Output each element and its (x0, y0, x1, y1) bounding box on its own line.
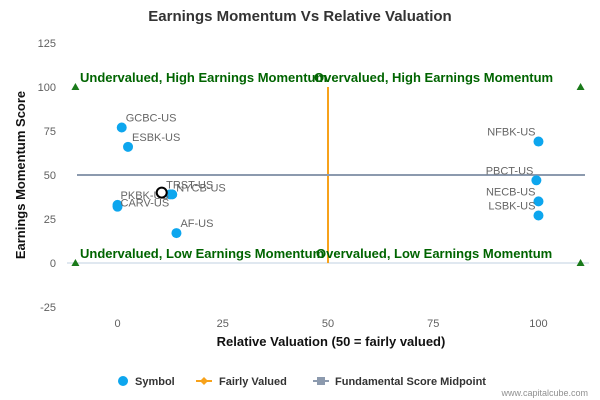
data-point[interactable] (171, 228, 182, 239)
x-axis-label: Relative Valuation (50 = fairly valued) (217, 334, 446, 349)
data-point-label: NYCB-US (176, 182, 226, 194)
legend: Symbol Fairly Valued Fundamental Score M… (118, 376, 486, 388)
data-point[interactable] (167, 189, 178, 200)
data-point-label: TRST-US (166, 179, 213, 191)
y-tick-label: 25 (44, 214, 56, 226)
quadrant-marker (71, 83, 80, 90)
y-axis-label: Earnings Momentum Score (13, 91, 28, 259)
data-point-label: AF-US (180, 218, 213, 230)
data-point[interactable] (533, 136, 544, 147)
quadrant-label-top-right: Overvalued, High Earnings Momentum (314, 70, 553, 85)
legend-fairly-valued-label: Fairly Valued (219, 376, 287, 388)
data-point[interactable] (116, 122, 127, 133)
y-tick-label: 125 (38, 38, 56, 50)
x-tick-label: 25 (217, 318, 229, 330)
quadrant-marker (576, 259, 585, 266)
highlighted-point[interactable] (155, 186, 168, 199)
legend-symbol-marker (118, 376, 128, 386)
quadrant-label-bottom-right: Overvalued, Low Earnings Momentum (316, 246, 552, 261)
legend-midpoint-marker (317, 377, 325, 385)
credit-text: www.capitalcube.com (500, 388, 588, 398)
legend-symbol-label: Symbol (135, 376, 175, 388)
legend-midpoint-label: Fundamental Score Midpoint (335, 376, 486, 388)
chart-title: Earnings Momentum Vs Relative Valuation (148, 8, 451, 25)
x-axis-ticks: 0 25 50 75 100 (114, 318, 547, 330)
data-point[interactable] (112, 201, 123, 212)
quadrant-markers (71, 83, 585, 266)
quadrant-marker (71, 259, 80, 266)
data-point-label: CARV-US (121, 198, 170, 210)
legend-item-symbol[interactable]: Symbol (118, 376, 175, 388)
x-tick-label: 75 (427, 318, 439, 330)
legend-fairly-valued-marker (200, 377, 208, 385)
data-point-label: GCBC-US (126, 112, 177, 124)
y-tick-label: 0 (50, 258, 56, 270)
x-tick-label: 0 (114, 318, 120, 330)
y-tick-label: -25 (40, 302, 56, 314)
data-point[interactable] (533, 210, 544, 221)
x-tick-label: 100 (529, 318, 547, 330)
y-tick-label: 100 (38, 82, 56, 94)
data-point[interactable] (123, 141, 134, 152)
reference-lines (77, 87, 585, 263)
data-point-label: ESBK-US (132, 132, 180, 144)
data-point[interactable] (531, 175, 542, 186)
data-point[interactable] (533, 196, 544, 207)
data-points: GCBC-USESBK-USTRST-USNYCB-USPKBK-USCARV-… (112, 112, 544, 239)
y-tick-label: 50 (44, 170, 56, 182)
data-point-label: NECB-US (486, 186, 536, 198)
quadrant-label-bottom-left: Undervalued, Low Earnings Momentum (80, 246, 324, 261)
data-point-label: LSBK-US (488, 200, 535, 212)
legend-item-fundamental-midpoint[interactable]: Fundamental Score Midpoint (313, 376, 486, 388)
data-point-label: PBCT-US (486, 165, 534, 177)
quadrant-label-top-left: Undervalued, High Earnings Momentum (80, 70, 327, 85)
quadrant-labels: Undervalued, High Earnings Momentum Over… (80, 70, 553, 261)
y-axis-ticks: -25 0 25 50 75 100 125 (38, 38, 56, 314)
data-point-label: NFBK-US (487, 127, 535, 139)
legend-item-fairly-valued[interactable]: Fairly Valued (196, 376, 287, 388)
y-tick-label: 75 (44, 126, 56, 138)
quadrant-marker (576, 83, 585, 90)
x-tick-label: 50 (322, 318, 334, 330)
